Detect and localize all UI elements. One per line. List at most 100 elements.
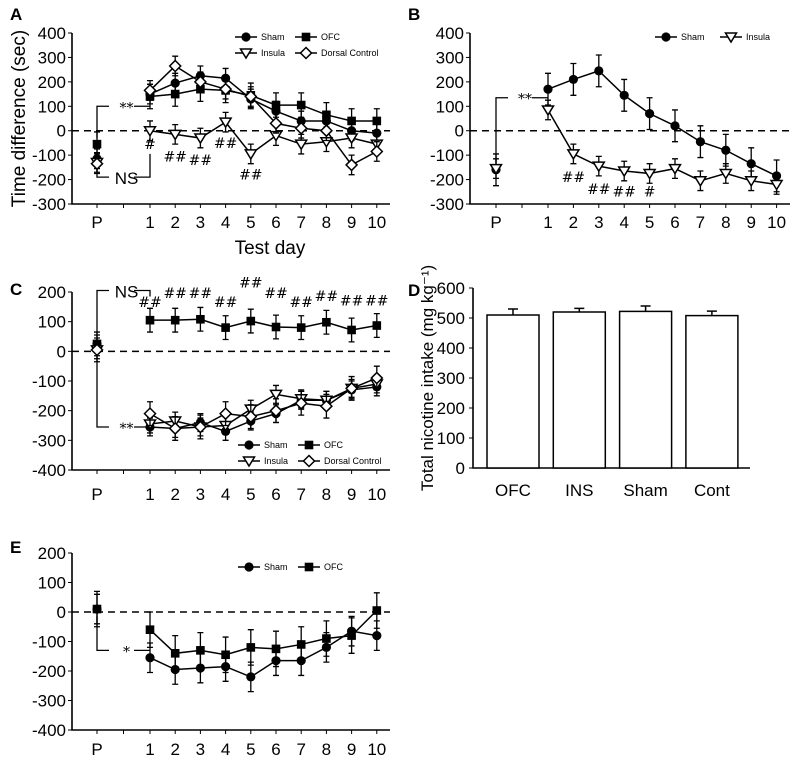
- marker-square: [271, 322, 281, 332]
- significance-bracket: [96, 105, 150, 139]
- series-insula: [90, 340, 384, 437]
- marker-triangle: [243, 149, 258, 161]
- y-tick-label: -100: [32, 633, 66, 652]
- marker-triangle: [591, 161, 606, 173]
- marker-triangle: [344, 133, 359, 145]
- series-ofc: [92, 306, 382, 357]
- y-axis-label: Time difference (sec): [9, 30, 30, 207]
- y-tick-label: 300: [436, 48, 464, 67]
- y-tick-label: 100: [38, 574, 66, 593]
- y-tick-label: 0: [455, 122, 464, 141]
- marker-circle: [695, 137, 706, 147]
- x-tick-label: 2: [170, 213, 179, 232]
- significance-label: **: [120, 421, 134, 437]
- significance-label: NS: [115, 169, 139, 188]
- series-line: [149, 88, 377, 122]
- significance-mark: ##: [239, 168, 262, 184]
- y-tick-label: 0: [456, 459, 465, 478]
- marker-square: [347, 116, 356, 126]
- marker-square: [92, 604, 102, 614]
- significance-mark: ##: [365, 293, 388, 309]
- x-tick-label: 2: [170, 485, 179, 504]
- x-tick-label: 2: [170, 740, 179, 759]
- series-line: [149, 630, 377, 678]
- series-insula: [90, 111, 384, 173]
- x-tick-label: INS: [565, 481, 593, 500]
- x-tick-label: 8: [322, 485, 331, 504]
- x-tick-label: 8: [721, 213, 730, 232]
- marker-square: [246, 643, 256, 652]
- y-tick-label: -300: [430, 195, 464, 214]
- marker-triangle: [668, 163, 682, 176]
- significance-label: **: [518, 92, 532, 108]
- marker-diamond: [244, 410, 258, 424]
- legend-label: Insula: [261, 48, 285, 58]
- panel-letter: D: [408, 281, 420, 300]
- x-tick-label: OFC: [495, 481, 531, 500]
- y-tick-label: 300: [437, 369, 465, 388]
- x-tick-label: 2: [569, 213, 578, 232]
- x-tick-label: 9: [347, 740, 356, 759]
- legend-label: Sham: [264, 562, 288, 572]
- x-tick-label: 8: [322, 740, 331, 759]
- marker-square: [301, 32, 311, 42]
- significance-mark: ##: [562, 170, 585, 186]
- significance-mark: ##: [189, 153, 212, 169]
- marker-triangle: [617, 166, 632, 178]
- marker-triangle: [718, 168, 733, 180]
- error-bar: [706, 310, 717, 316]
- y-tick-label: 500: [437, 309, 465, 328]
- marker-diamond: [319, 124, 333, 138]
- legend-label: OFC: [321, 32, 340, 42]
- y-tick-label: -100: [430, 146, 464, 165]
- significance-mark: ##: [163, 149, 186, 165]
- legend-label: OFC: [324, 440, 343, 450]
- axes: [71, 553, 390, 731]
- marker-triangle: [269, 389, 283, 401]
- x-tick-label: 7: [696, 213, 705, 232]
- x-tick-label: 5: [246, 740, 255, 759]
- series-line: [149, 386, 377, 433]
- x-tick-label: 3: [594, 213, 603, 232]
- marker-triangle: [242, 456, 256, 468]
- series-sham: [92, 593, 382, 693]
- y-tick-label: -400: [32, 461, 66, 480]
- y-tick-label: 400: [38, 24, 66, 43]
- x-tick-label: 4: [221, 485, 230, 504]
- marker-circle: [372, 631, 382, 641]
- marker-triangle: [724, 32, 738, 44]
- y-tick-label: -200: [32, 171, 66, 190]
- x-tick-label: 1: [145, 485, 154, 504]
- x-tick-label: 4: [221, 740, 230, 759]
- bar-Sham: [618, 310, 673, 469]
- marker-square: [246, 316, 256, 326]
- marker-triangle: [294, 139, 309, 151]
- marker-square: [304, 440, 314, 450]
- marker-diamond: [143, 407, 157, 421]
- bar-OFC: [486, 314, 540, 469]
- y-tick-label: -300: [32, 692, 66, 711]
- marker-circle: [244, 562, 254, 572]
- x-tick-label: 1: [543, 213, 552, 232]
- panel-letter: C: [10, 280, 22, 299]
- y-tick-label: 600: [437, 279, 465, 298]
- y-tick-label: 100: [38, 97, 66, 116]
- x-tick-label: Cont: [694, 481, 730, 500]
- marker-square: [170, 649, 180, 658]
- legend-label: Sham: [681, 32, 705, 42]
- significance-bracket: [96, 153, 151, 178]
- legend-label: OFC: [324, 562, 343, 572]
- x-tick-label: 9: [746, 213, 755, 232]
- significance-label: *: [123, 644, 130, 660]
- y-tick-label: -100: [32, 146, 66, 165]
- marker-diamond: [370, 371, 384, 385]
- marker-diamond: [168, 59, 182, 73]
- marker-square: [196, 314, 205, 324]
- legend: Sham Insula: [655, 32, 770, 44]
- x-tick-label: 5: [645, 213, 654, 232]
- x-tick-label: P: [490, 213, 501, 232]
- legend-label: Sham: [264, 440, 288, 450]
- marker-circle: [241, 32, 251, 42]
- significance-mark: #: [144, 137, 156, 153]
